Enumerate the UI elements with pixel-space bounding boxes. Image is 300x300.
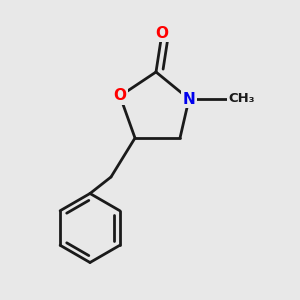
Text: N: N — [183, 92, 195, 106]
Text: O: O — [113, 88, 127, 104]
Text: CH₃: CH₃ — [228, 92, 254, 106]
Text: O: O — [155, 26, 169, 40]
